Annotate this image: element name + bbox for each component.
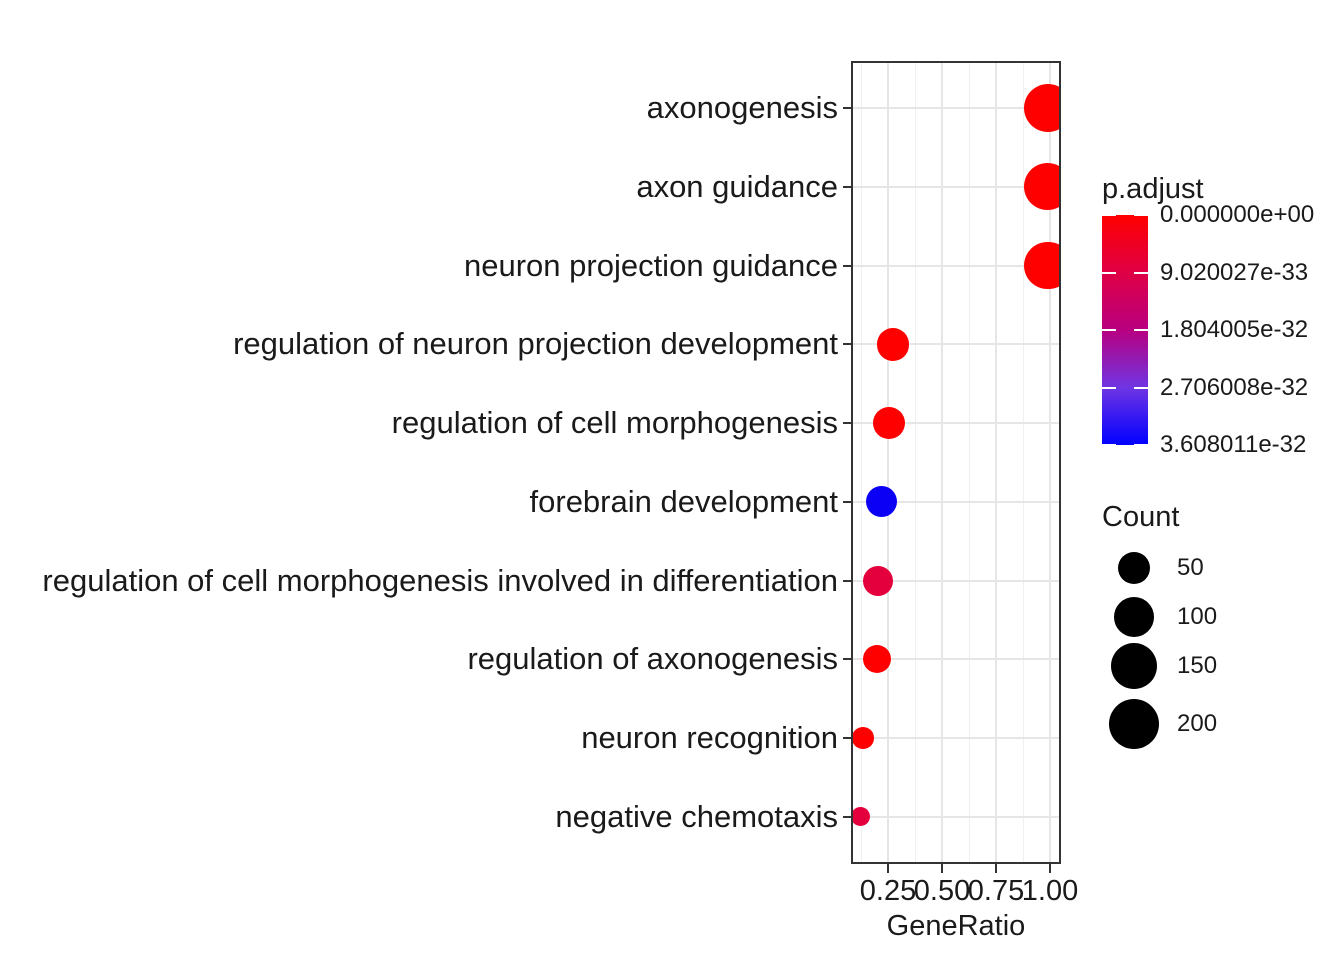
colorbar-tick-label: 1.804005e-32 bbox=[1160, 316, 1309, 343]
y-tick bbox=[843, 579, 851, 582]
gridline-major-horizontal bbox=[851, 107, 1061, 110]
count-key-dot bbox=[1118, 552, 1150, 584]
data-point bbox=[851, 807, 871, 827]
y-tick bbox=[843, 107, 851, 110]
gridline-major-vertical bbox=[1049, 61, 1051, 864]
x-tick bbox=[995, 864, 997, 873]
y-tick bbox=[843, 815, 851, 818]
category-label: regulation of cell morphogenesis involve… bbox=[42, 562, 838, 598]
gridline-major-horizontal bbox=[851, 422, 1061, 425]
category-label: axonogenesis bbox=[646, 90, 838, 126]
colorbar-tick bbox=[1134, 386, 1148, 389]
colorbar-tick bbox=[1134, 271, 1148, 274]
colorbar-tick-label: 9.020027e-33 bbox=[1160, 258, 1309, 286]
x-tick bbox=[1049, 864, 1051, 873]
category-label: neuron projection guidance bbox=[464, 247, 838, 283]
y-tick bbox=[843, 737, 851, 740]
count-key-label: 100 bbox=[1177, 603, 1218, 630]
colorbar-tick bbox=[1102, 271, 1116, 274]
gridline-minor-vertical bbox=[914, 61, 916, 864]
gridline-major-horizontal bbox=[851, 500, 1061, 503]
category-label: regulation of cell morphogenesis bbox=[391, 405, 838, 441]
plot-panel bbox=[851, 61, 1061, 864]
data-point bbox=[873, 407, 906, 440]
count-key-label: 50 bbox=[1177, 554, 1204, 581]
legend-count-title: Count bbox=[1102, 501, 1180, 533]
colorbar-tick bbox=[1134, 329, 1148, 331]
padjust-colorbar bbox=[1102, 215, 1148, 445]
gridline-minor-vertical bbox=[968, 61, 970, 864]
y-tick bbox=[843, 185, 851, 188]
gridline-major-vertical bbox=[887, 61, 889, 864]
category-label: regulation of neuron projection developm… bbox=[233, 326, 838, 362]
count-key-label: 150 bbox=[1177, 652, 1218, 679]
category-label: axon guidance bbox=[636, 168, 838, 204]
colorbar-tick bbox=[1102, 329, 1116, 331]
count-key-dot bbox=[1108, 698, 1160, 750]
colorbar-tick bbox=[1134, 444, 1148, 445]
category-label: regulation of axonogenesis bbox=[467, 641, 838, 677]
gridline-major-horizontal bbox=[851, 815, 1061, 818]
gridline-major-horizontal bbox=[851, 658, 1061, 661]
count-key-dot bbox=[1111, 643, 1157, 689]
gridline-major-vertical bbox=[941, 61, 943, 864]
data-point bbox=[852, 727, 874, 749]
colorbar-tick-label: 0.000000e+00 bbox=[1160, 201, 1315, 228]
y-tick bbox=[843, 264, 851, 267]
category-label: negative chemotaxis bbox=[555, 798, 838, 834]
data-point bbox=[1024, 241, 1061, 290]
data-point bbox=[876, 327, 910, 361]
x-tick bbox=[941, 864, 943, 873]
gridline-major-horizontal bbox=[851, 579, 1061, 582]
colorbar-tick bbox=[1102, 386, 1116, 389]
y-tick bbox=[843, 422, 851, 425]
colorbar-tick bbox=[1102, 444, 1116, 445]
gridline-major-horizontal bbox=[851, 185, 1061, 188]
x-tick-label: 0.75 bbox=[967, 875, 1025, 907]
data-point bbox=[1024, 163, 1061, 211]
count-key-dot bbox=[1114, 597, 1154, 637]
x-tick-label: 0.50 bbox=[913, 875, 971, 907]
gridline-minor-vertical bbox=[1022, 61, 1024, 864]
x-tick-label: 1.00 bbox=[1021, 875, 1079, 907]
colorbar-tick bbox=[1102, 215, 1116, 216]
category-label: forebrain development bbox=[529, 483, 838, 519]
gridline-major-horizontal bbox=[851, 264, 1061, 267]
count-key-label: 200 bbox=[1177, 710, 1218, 737]
gridline-major-vertical bbox=[995, 61, 997, 864]
data-point bbox=[863, 565, 894, 596]
category-label: neuron recognition bbox=[581, 720, 838, 756]
x-tick-label: 0.25 bbox=[859, 875, 917, 907]
gridline-minor-vertical bbox=[860, 61, 862, 864]
y-tick bbox=[843, 343, 851, 346]
y-tick bbox=[843, 658, 851, 661]
colorbar-tick-label: 2.706008e-32 bbox=[1160, 373, 1309, 401]
gridline-major-horizontal bbox=[851, 737, 1061, 740]
colorbar-tick bbox=[1134, 215, 1148, 216]
gridline-major-horizontal bbox=[851, 343, 1061, 346]
y-tick bbox=[843, 500, 851, 503]
colorbar-tick-label: 3.608011e-32 bbox=[1160, 431, 1307, 458]
data-point bbox=[866, 486, 898, 518]
data-point bbox=[1023, 84, 1061, 133]
legend-padjust-title: p.adjust bbox=[1102, 173, 1204, 205]
x-tick bbox=[887, 864, 889, 873]
data-point bbox=[863, 645, 891, 674]
x-axis-title: GeneRatio bbox=[886, 910, 1026, 942]
